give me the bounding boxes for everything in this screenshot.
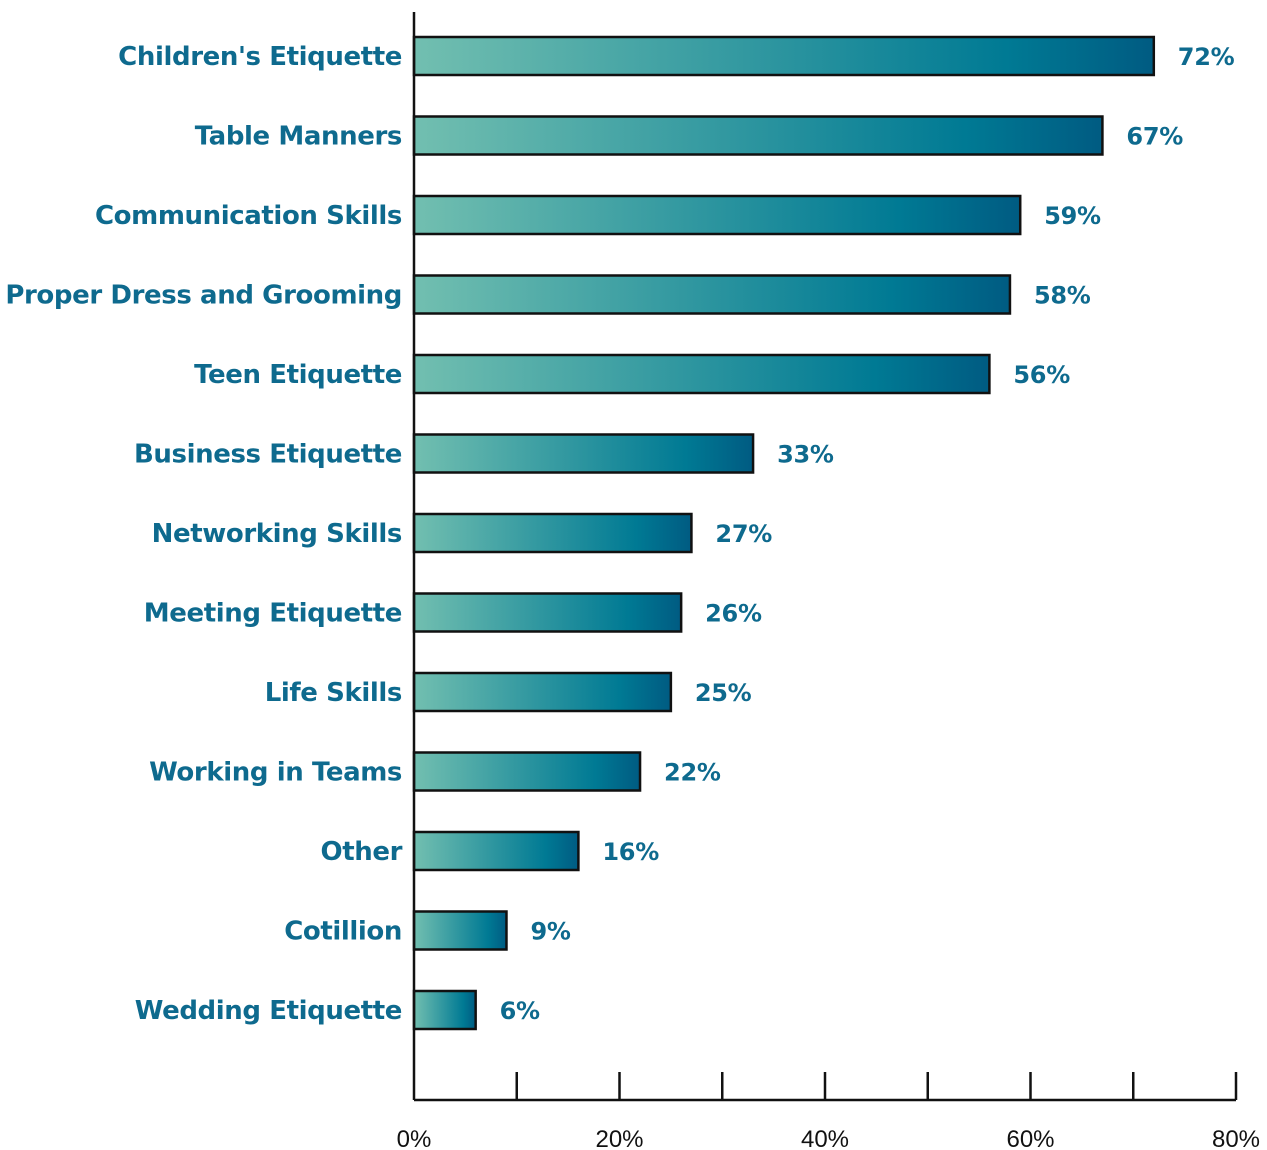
category-label: Teen Etiquette — [194, 360, 402, 390]
category-label: Cotillion — [284, 917, 402, 947]
value-label: 56% — [1013, 361, 1070, 389]
value-label: 58% — [1034, 282, 1091, 310]
bar — [412, 751, 642, 792]
category-label: Table Manners — [195, 122, 402, 152]
value-label: 22% — [664, 759, 721, 787]
value-label: 6% — [500, 997, 540, 1025]
value-label: 25% — [695, 679, 752, 707]
bar — [412, 989, 477, 1031]
value-label: 9% — [530, 918, 570, 946]
value-label: 26% — [705, 600, 762, 628]
category-label: Wedding Etiquette — [135, 996, 402, 1026]
bar — [412, 274, 1012, 315]
category-label: Other — [321, 837, 403, 867]
category-labels: Children's Etiquette Table Manners Communi… — [5, 42, 403, 1026]
bar — [412, 353, 991, 395]
bar — [412, 35, 1156, 77]
category-label: Business Etiquette — [134, 440, 402, 470]
bar — [412, 830, 580, 872]
category-label: Life Skills — [265, 678, 402, 708]
value-label: 72% — [1178, 43, 1235, 71]
value-label: 27% — [715, 520, 772, 548]
x-tick-label: 0% — [397, 1126, 432, 1150]
value-label: 33% — [777, 441, 834, 469]
bar — [412, 433, 755, 474]
x-tick-label: 80% — [1212, 1126, 1260, 1150]
axes — [412, 12, 1238, 1102]
category-label: Communication Skills — [95, 201, 402, 231]
x-tick-label: 60% — [1006, 1126, 1054, 1150]
bar — [412, 512, 693, 554]
x-tick-label: 40% — [801, 1126, 849, 1150]
category-label: Proper Dress and Grooming — [5, 281, 402, 311]
bars-group — [412, 35, 1156, 1031]
value-labels: 72% 67% 59% 58% 56% 33% 27% 26% 25% 22% 16% 9% 6% — [500, 43, 1235, 1025]
bar — [412, 592, 683, 633]
x-tick-labels: 0% 20% 40% 60% 80% — [397, 1126, 1260, 1150]
category-label: Meeting Etiquette — [144, 599, 402, 629]
bar — [412, 194, 1022, 236]
bar — [412, 671, 673, 713]
category-label: Working in Teams — [149, 758, 402, 788]
category-label: Children's Etiquette — [118, 42, 402, 72]
value-label: 67% — [1126, 123, 1183, 151]
x-tick-label: 20% — [595, 1126, 643, 1150]
bar — [412, 910, 508, 951]
value-label: 59% — [1044, 202, 1101, 230]
category-label: Networking Skills — [152, 519, 402, 549]
value-label: 16% — [602, 838, 659, 866]
bar — [412, 115, 1104, 156]
